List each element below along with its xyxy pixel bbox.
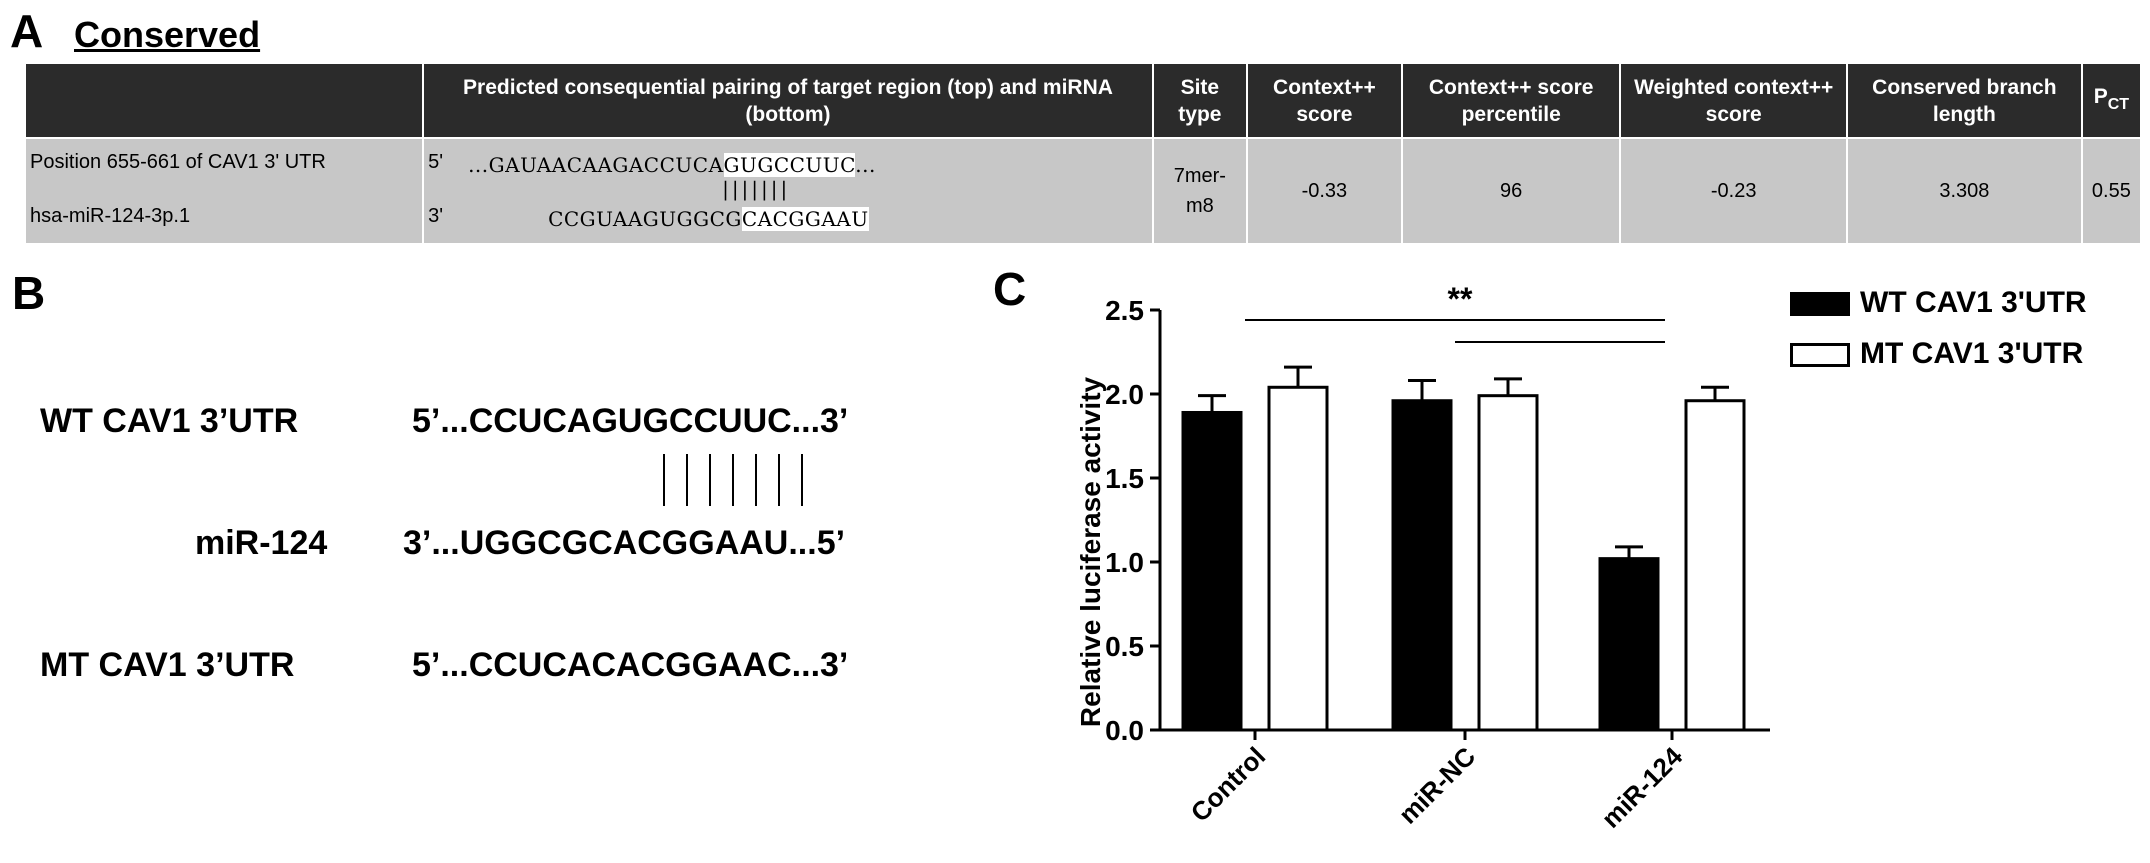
legend-label-mt: MT CAV1 3'UTR (1860, 337, 2084, 370)
mirna-sequence: CCGUAAGUGGCGCACGGAAU (548, 207, 869, 231)
x-tick-label: miR-NC (1393, 741, 1482, 830)
bar (1267, 385, 1329, 732)
panel-a-title: Conserved (74, 14, 261, 55)
legend-label-wt: WT CAV1 3'UTR (1860, 286, 2087, 319)
y-tick-label: 2.5 (1105, 295, 1144, 326)
wt-utr-label: WT CAV1 3’UTR (40, 402, 299, 440)
y-tick-label: 0.0 (1105, 715, 1144, 746)
header-branch-length: Conserved branch length (1845, 62, 2083, 139)
position-text: Position 655-661 of CAV1 3' UTR (30, 151, 326, 173)
base-pair-line (801, 454, 803, 506)
pairing-bars: ||||||| (722, 177, 791, 201)
y-tick-label: 1.0 (1105, 547, 1144, 578)
target-sequence: ...GAUAACAAGACCUCAGUGCCUUC... (468, 153, 876, 177)
base-pair-line (778, 454, 780, 506)
site-type-cell: 7mer-m8 (1151, 137, 1248, 245)
wt-utr-sequence: 5’...CCUCAGUGCCUUC...3’ (412, 402, 849, 440)
x-tick-label: Control (1185, 741, 1272, 828)
luciferase-bar-chart: ** Relative luciferase activity 0.0 0.5 1.… (1075, 281, 1770, 834)
header-blank (23, 62, 425, 139)
panel-a-letter: A (10, 5, 44, 57)
mt-utr-label: MT CAV1 3’UTR (40, 646, 295, 684)
table-row: Position 655-661 of CAV1 3' UTR hsa-miR-… (23, 137, 2143, 245)
pairing-cell: 5' ...GAUAACAAGACCUCAGUGCCUUC... |||||||… (422, 137, 1154, 245)
legend-swatch-mt (1790, 343, 1850, 367)
position-cell: Position 655-661 of CAV1 3' UTR hsa-miR-… (23, 137, 425, 245)
y-axis-label: Relative luciferase activity (1075, 376, 1106, 727)
header-pairing: Predicted consequential pairing of targe… (422, 62, 1154, 139)
mir124-sequence: 3’...UGGCGCACGGAAU...5’ (403, 524, 846, 562)
base-pair-line (686, 454, 688, 506)
pct-cell: 0.55 (2080, 137, 2143, 245)
legend-swatch-wt (1790, 292, 1850, 316)
y-tick-label: 0.5 (1105, 631, 1144, 662)
header-context-score: Context++ score (1245, 62, 1403, 139)
base-pair-line (709, 454, 711, 506)
bar (1684, 399, 1746, 732)
mt-utr-sequence: 5’...CCUCACACGGAAC...3’ (412, 646, 849, 684)
base-pair-line (755, 454, 757, 506)
table-header-row: Predicted consequential pairing of targe… (23, 62, 2143, 139)
y-tick-label: 2.0 (1105, 379, 1144, 410)
weighted-context-cell: -0.23 (1619, 137, 1848, 245)
header-site-type: Site type (1151, 62, 1248, 139)
three-prime-label: 3' (428, 205, 444, 227)
base-pair-line (663, 454, 665, 506)
context-percentile-cell: 96 (1400, 137, 1622, 245)
significance-label: ** (1448, 281, 1473, 317)
five-prime-label: 5' (428, 151, 444, 173)
y-tick-label: 1.5 (1105, 463, 1144, 494)
mir124-label: miR-124 (195, 524, 328, 562)
context-score-cell: -0.33 (1245, 137, 1403, 245)
x-tick-label: miR-124 (1596, 741, 1689, 834)
target-prediction-table: Predicted consequential pairing of targe… (23, 62, 2143, 245)
bar (1477, 394, 1539, 732)
bar (1181, 410, 1243, 732)
base-pair-line (732, 454, 734, 506)
panel-b-letter: B (12, 267, 46, 319)
mirna-name: hsa-miR-124-3p.1 (30, 205, 191, 227)
header-pct: PCT (2080, 62, 2143, 139)
bar (1598, 557, 1660, 732)
panel-c-letter: C (993, 263, 1027, 315)
header-weighted-context: Weighted context++ score (1619, 62, 1848, 139)
bar (1391, 399, 1453, 732)
branch-length-cell: 3.308 (1845, 137, 2083, 245)
header-context-percentile: Context++ score percentile (1400, 62, 1622, 139)
